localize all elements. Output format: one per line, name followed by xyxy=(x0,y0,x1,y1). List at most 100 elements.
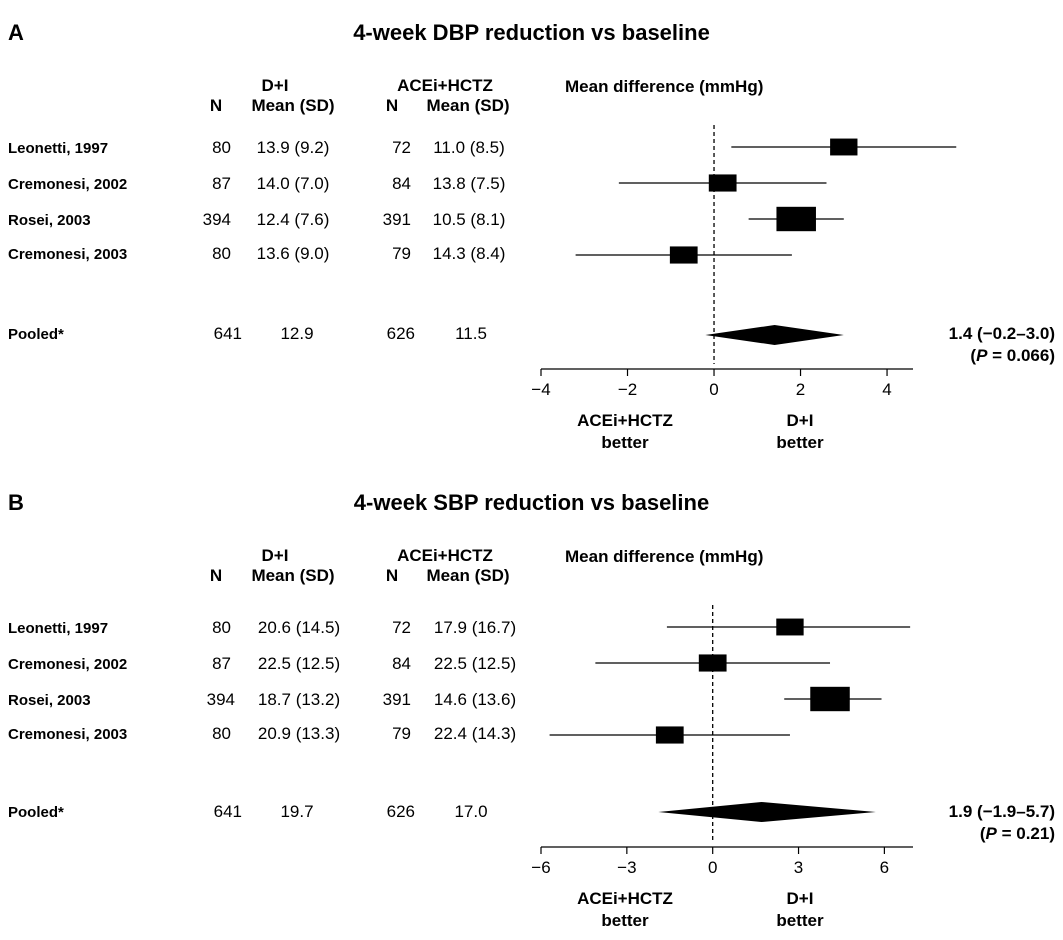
n-acei: 391 xyxy=(382,210,411,229)
mean-sd-acei: 22.5 (12.5) xyxy=(433,654,517,673)
panel-b: B 4-week SBP reduction vs baseline D+I N… xyxy=(0,470,1063,940)
n-di: 80 xyxy=(212,138,231,157)
study-estimate-box xyxy=(776,206,816,232)
mean-sd-acei: 22.4 (14.3) xyxy=(433,724,517,743)
study-label: Leonetti, 1997 xyxy=(8,620,109,637)
x-tick-label: 0 xyxy=(708,858,717,877)
mean-sd-di: 20.6 (14.5) xyxy=(257,618,341,637)
n-di: 394 xyxy=(202,210,231,229)
col-header-acei-group: ACEi+HCTZ xyxy=(397,546,493,565)
col-header-mean-sd: Mean (SD) xyxy=(426,96,510,115)
n-acei: 84 xyxy=(392,174,411,193)
study-label: Rosei, 2003 xyxy=(8,692,91,709)
x-tick-label: −2 xyxy=(618,380,637,399)
panel-title: 4-week DBP reduction vs baseline xyxy=(353,20,710,45)
favors-left-line1: ACEi+HCTZ xyxy=(577,889,673,908)
x-tick-label: 4 xyxy=(882,380,891,399)
n-di: 80 xyxy=(212,618,231,637)
x-tick-label: −4 xyxy=(531,380,550,399)
n-acei: 391 xyxy=(382,690,411,709)
forest-plot-b: −6 −3 0 3 6 xyxy=(531,605,913,877)
favors-left-line2: better xyxy=(601,433,649,452)
mean-sd-acei: 13.8 (7.5) xyxy=(432,174,506,193)
pooled-mean-di: 12.9 xyxy=(280,324,314,343)
p-label: P xyxy=(985,824,997,843)
n-acei: 72 xyxy=(392,618,411,637)
n-di: 80 xyxy=(212,724,231,743)
mean-sd-di: 18.7 (13.2) xyxy=(257,690,341,709)
mean-sd-acei: 10.5 (8.1) xyxy=(432,210,506,229)
mean-sd-di: 12.4 (7.6) xyxy=(256,210,330,229)
p-open: ( xyxy=(970,346,977,365)
favors-right: D+I better xyxy=(776,888,823,932)
n-di: 87 xyxy=(212,174,231,193)
n-acei: 79 xyxy=(392,244,411,263)
mean-sd-di: 22.5 (12.5) xyxy=(257,654,341,673)
pooled-label: Pooled* xyxy=(8,804,64,821)
study-estimate-box xyxy=(698,654,727,672)
pooled-n-di: 641 xyxy=(213,324,242,343)
col-header-mean-sd: Mean (SD) xyxy=(251,96,335,115)
mean-sd-di: 13.9 (9.2) xyxy=(256,138,330,157)
favors-right-line1: D+I xyxy=(786,889,814,908)
n-di: 394 xyxy=(206,690,235,709)
col-header-effect: Mean difference (mmHg) xyxy=(565,77,764,96)
mean-sd-acei: 11.0 (8.5) xyxy=(433,138,505,157)
col-header-n: N xyxy=(385,96,399,115)
panel-title: 4-week SBP reduction vs baseline xyxy=(353,490,710,515)
mean-sd-acei: 14.6 (13.6) xyxy=(433,690,517,709)
p-label: P xyxy=(976,346,988,365)
pooled-diamond xyxy=(705,325,844,345)
study-label: Cremonesi, 2002 xyxy=(8,656,128,673)
pooled-n-acei: 626 xyxy=(386,802,415,821)
col-header-n: N xyxy=(209,566,223,585)
panel-letter: A xyxy=(8,20,24,45)
mean-sd-di: 13.6 (9.0) xyxy=(256,244,330,263)
pooled-estimate: 1.4 (−0.2–3.0) xyxy=(948,324,1055,343)
col-header-mean-sd: Mean (SD) xyxy=(251,566,335,585)
col-header-mean-sd: Mean (SD) xyxy=(426,566,510,585)
p-value-text: = 0.066) xyxy=(987,346,1055,365)
col-header-di-group: D+I xyxy=(261,76,289,95)
favors-right-line2: better xyxy=(776,433,824,452)
pooled-label: Pooled* xyxy=(8,326,64,343)
n-acei: 79 xyxy=(392,724,411,743)
n-di: 80 xyxy=(212,244,231,263)
n-di: 87 xyxy=(212,654,231,673)
mean-sd-acei: 17.9 (16.7) xyxy=(433,618,517,637)
study-estimate-box xyxy=(810,686,850,712)
x-tick-label: 3 xyxy=(794,858,803,877)
n-acei: 72 xyxy=(392,138,411,157)
pooled-diamond xyxy=(658,802,876,822)
x-tick-label: 6 xyxy=(880,858,889,877)
study-label: Cremonesi, 2003 xyxy=(8,246,128,263)
pooled-mean-acei: 11.5 xyxy=(455,324,487,343)
study-estimate-box xyxy=(708,174,737,192)
study-label: Leonetti, 1997 xyxy=(8,140,109,157)
p-value-text: = 0.21) xyxy=(996,824,1055,843)
mean-sd-di: 20.9 (13.3) xyxy=(257,724,341,743)
study-estimate-box xyxy=(830,138,858,156)
study-label: Cremonesi, 2003 xyxy=(8,726,128,743)
col-header-effect: Mean difference (mmHg) xyxy=(565,547,764,566)
pooled-mean-acei: 17.0 xyxy=(454,802,488,821)
col-header-acei-group: ACEi+HCTZ xyxy=(397,76,493,95)
x-tick-label: −3 xyxy=(617,858,636,877)
panel-letter: B xyxy=(8,490,24,515)
study-estimate-box xyxy=(669,246,698,264)
favors-left: ACEi+HCTZ better xyxy=(577,410,673,454)
favors-right: D+I better xyxy=(776,410,823,454)
col-header-n: N xyxy=(209,96,223,115)
pooled-estimate: 1.9 (−1.9–5.7) xyxy=(948,802,1055,821)
pooled-p-value: (P = 0.066) xyxy=(970,346,1055,366)
pooled-p-value: (P = 0.21) xyxy=(980,824,1055,844)
favors-left-line1: ACEi+HCTZ xyxy=(577,411,673,430)
col-header-di-group: D+I xyxy=(261,546,289,565)
x-tick-label: 0 xyxy=(709,380,718,399)
panel-a: A 4-week DBP reduction vs baseline D+I N… xyxy=(8,20,1055,454)
x-tick-label: −6 xyxy=(531,858,550,877)
mean-sd-acei: 14.3 (8.4) xyxy=(432,244,506,263)
favors-left-line2: better xyxy=(601,911,649,930)
favors-left: ACEi+HCTZ better xyxy=(577,888,673,932)
study-label: Cremonesi, 2002 xyxy=(8,176,128,193)
